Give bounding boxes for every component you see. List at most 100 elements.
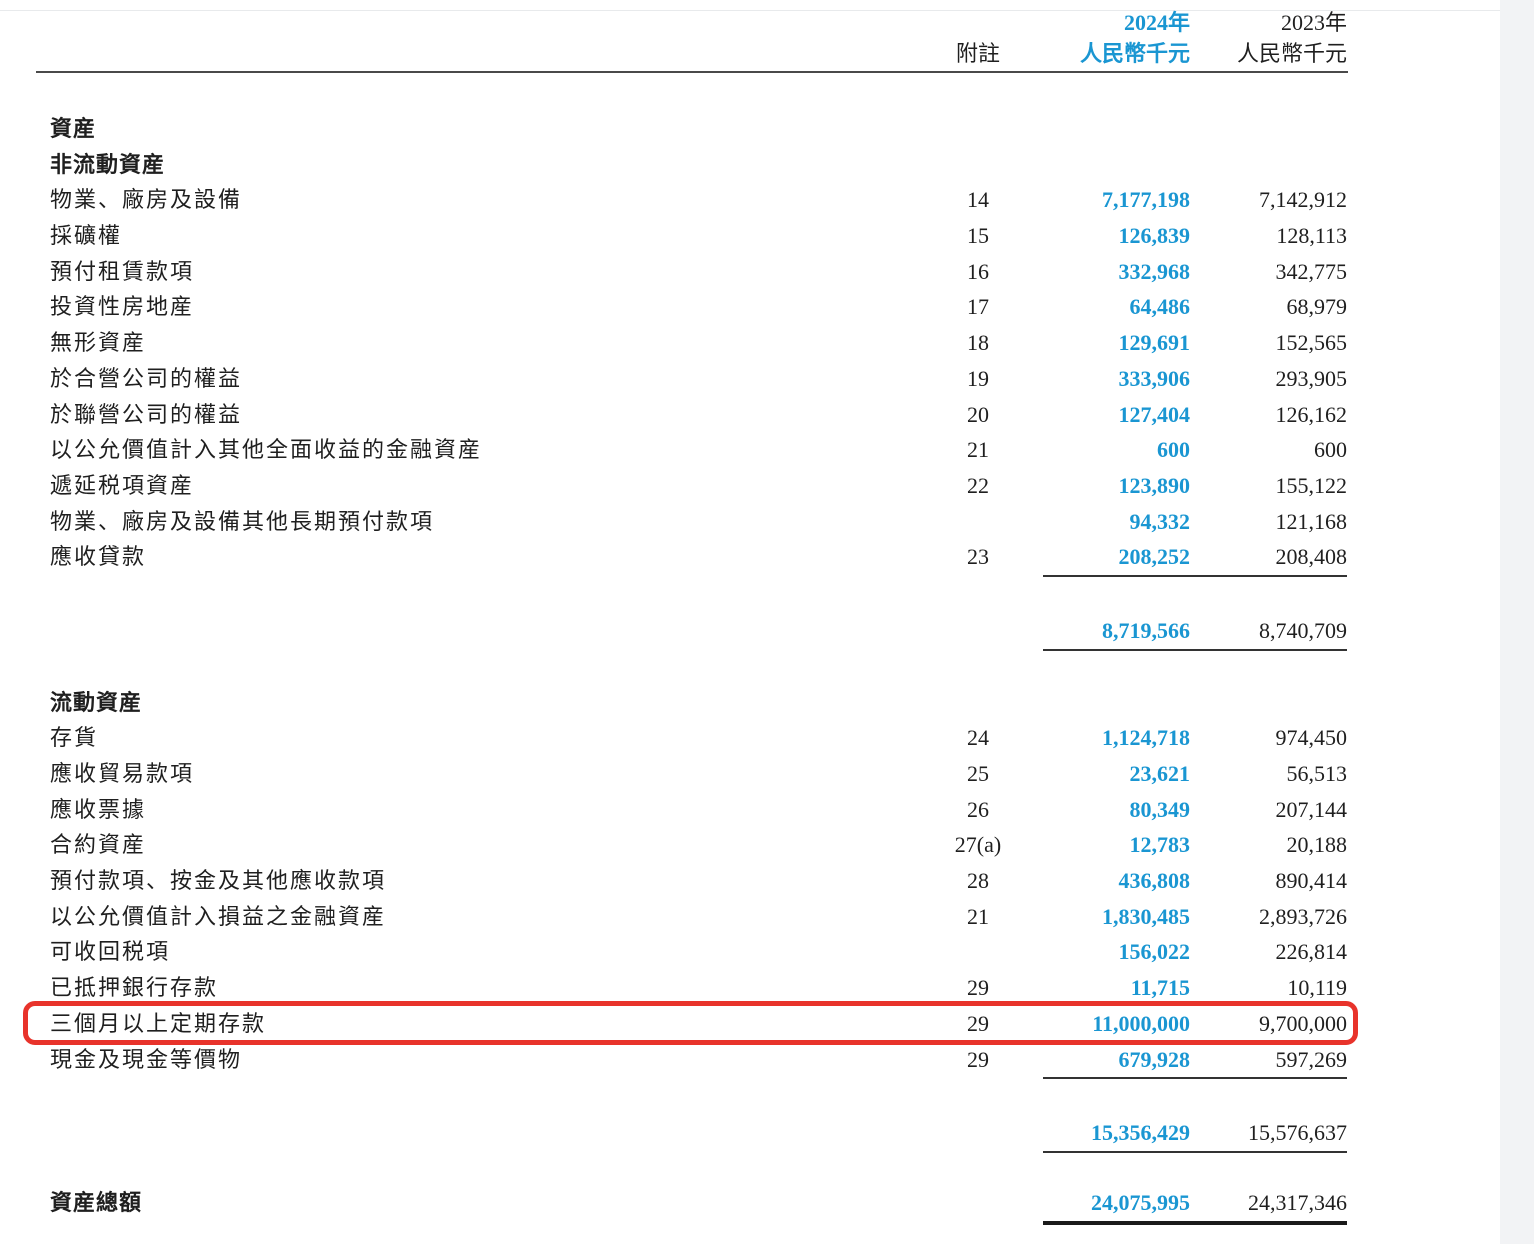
- row-label: 以公允價值計入損益之金融資産: [50, 903, 387, 929]
- row-label: 應收貿易款項: [50, 761, 195, 786]
- value-2023: 226,814: [1275, 939, 1348, 965]
- rule-line: [1043, 1077, 1347, 1080]
- value-2023: [1190, 147, 1347, 183]
- value-2023: 155,122: [1275, 472, 1348, 498]
- value-2024: [1048, 147, 1190, 183]
- value-2024: 333,906: [1118, 365, 1191, 391]
- value-2024: 208,252: [1118, 544, 1191, 570]
- row-label: [50, 1115, 908, 1151]
- value-2024: 64,486: [1129, 294, 1191, 320]
- note-cell: 26: [967, 796, 989, 822]
- value-2023: 121,168: [1275, 508, 1348, 534]
- value-2023: 208,408: [1275, 544, 1348, 570]
- note-cell: 21: [967, 903, 989, 929]
- note-cell: [908, 1185, 1048, 1221]
- rule-line: [1043, 1150, 1347, 1153]
- header-note-label: 附註: [955, 41, 1000, 66]
- value-2024: 679,928: [1118, 1046, 1191, 1072]
- note-cell: [908, 147, 1048, 183]
- row-label: 投資性房地産: [50, 294, 195, 320]
- rule-line: [1043, 574, 1347, 577]
- row-label: 預付款項、按金及其他應收款項: [50, 868, 387, 894]
- value-2023: 207,144: [1275, 796, 1348, 822]
- value-2024: 1,830,485: [1102, 903, 1190, 929]
- value-2024: 12,783: [1129, 832, 1191, 858]
- header-spacer: [50, 39, 908, 71]
- note-cell: 29: [967, 1010, 989, 1036]
- table-row: 合約資産 27(a) 12,783 20,188: [50, 827, 1347, 863]
- value-2023: 7,142,912: [1259, 187, 1347, 213]
- value-2024: 126,839: [1118, 223, 1191, 249]
- header-unit-2024: 人民幣千元: [1079, 41, 1190, 66]
- row-label: 已抵押銀行存款: [50, 975, 219, 1001]
- note-cell: [908, 111, 1048, 147]
- value-2024: 156,022: [1118, 939, 1191, 965]
- row-label: 採礦權: [50, 223, 123, 249]
- table-row: 應收貿易款項 25 23,621 56,513: [50, 756, 1347, 792]
- table-header-units: 附註 人民幣千元 人民幣千元: [50, 39, 1347, 71]
- value-2024: 23,621: [1129, 761, 1191, 786]
- column-rule: [50, 574, 1347, 577]
- row-label: 應收貸款: [50, 544, 147, 570]
- balance-sheet-content: 2024年 2023年 附註 人民幣千元 人民幣千元 資産非流動資産物業、廠房及…: [23, 0, 1358, 1225]
- row-label: 合約資産: [50, 832, 147, 858]
- header-year-2023: 2023年: [1280, 10, 1347, 35]
- rule-line: [1043, 1220, 1347, 1225]
- row-label: 資産總額: [50, 1189, 143, 1215]
- header-rule: [36, 71, 1348, 73]
- value-2024: 600: [1157, 437, 1190, 463]
- value-2023: 600: [1314, 437, 1347, 463]
- value-2024: 129,691: [1118, 330, 1191, 356]
- row-label: 以公允價值計入其他全面收益的金融資産: [50, 437, 483, 463]
- note-cell: 22: [967, 472, 989, 498]
- note-cell: 29: [967, 975, 989, 1001]
- row-label: 非流動資産: [50, 151, 166, 177]
- value-2023: 974,450: [1275, 725, 1348, 751]
- highlighted-table-row: 三個月以上定期存款 29 11,000,000 9,700,000: [23, 1000, 1358, 1045]
- value-2023: [1190, 685, 1347, 721]
- value-2024: 127,404: [1118, 401, 1191, 427]
- row-label: 預付租賃款項: [50, 258, 195, 284]
- value-2023: 10,119: [1287, 975, 1347, 1001]
- value-2024: [1048, 685, 1190, 721]
- row-label: 流動資産: [50, 689, 143, 715]
- row-label: [50, 613, 908, 649]
- value-2024: 123,890: [1118, 472, 1191, 498]
- table-row: 投資性房地産 17 64,486 68,979: [50, 289, 1347, 325]
- page-top-border: [0, 10, 1500, 11]
- value-2024: 11,000,000: [1092, 1010, 1190, 1036]
- table-row: 以公允價值計入損益之金融資産 21 1,830,485 2,893,726: [50, 899, 1347, 935]
- row-label: 於聯營公司的權益: [50, 401, 243, 427]
- value-2024: 80,349: [1129, 796, 1191, 822]
- value-2023: [1190, 111, 1347, 147]
- note-cell: [908, 504, 1048, 540]
- row-label: 資産: [50, 116, 97, 141]
- value-2024: [1048, 111, 1190, 147]
- header-unit-2023: 人民幣千元: [1236, 41, 1347, 66]
- note-cell: 20: [967, 401, 989, 427]
- table-row: 物業、廠房及設備 14 7,177,198 7,142,912: [50, 182, 1347, 218]
- table-row: 預付款項、按金及其他應收款項 28 436,808 890,414: [50, 863, 1347, 899]
- row-label: 現金及現金等價物: [50, 1046, 243, 1072]
- note-cell: [908, 613, 1048, 649]
- row-label: 於合營公司的權益: [50, 365, 243, 391]
- page-edge-band: [1500, 0, 1534, 1244]
- note-cell: [908, 685, 1048, 721]
- header-spacer: [50, 6, 908, 39]
- rule-line: [1043, 648, 1347, 651]
- table-row: 非流動資産: [50, 147, 1347, 183]
- table-row: 可收回税項 156,022 226,814: [50, 934, 1347, 970]
- note-cell: 29: [967, 1046, 989, 1072]
- table-row: 流動資産: [50, 685, 1347, 721]
- table-row: 8,719,566 8,740,709: [50, 613, 1347, 649]
- note-cell: 19: [967, 365, 989, 391]
- balance-sheet-table: 資産 非流動資産 物業、廠房及設備 14 7,177,198 7,142,912 採礦權 15…: [23, 111, 1358, 1225]
- note-cell: 18: [967, 330, 989, 356]
- value-2023: 597,269: [1275, 1046, 1348, 1072]
- value-2024: 7,177,198: [1102, 187, 1190, 213]
- header-spacer: [908, 6, 1048, 39]
- value-2023: 68,979: [1286, 294, 1348, 320]
- row-label: 物業、廠房及設備其他長期預付款項: [50, 508, 435, 534]
- table-header-years: 2024年 2023年: [50, 0, 1347, 39]
- note-cell: 16: [967, 258, 989, 284]
